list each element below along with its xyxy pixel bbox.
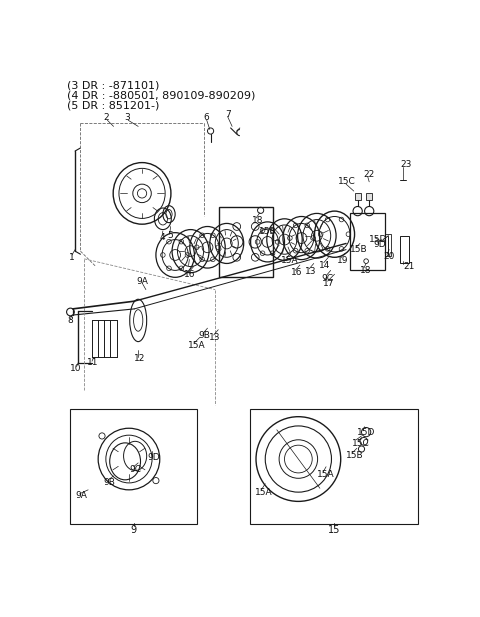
Text: 12: 12 bbox=[134, 354, 146, 363]
Text: 9D: 9D bbox=[374, 241, 386, 249]
Text: 7: 7 bbox=[225, 110, 231, 118]
Text: 18: 18 bbox=[252, 216, 264, 225]
Text: 19: 19 bbox=[337, 256, 348, 265]
Bar bbox=[250, 409, 418, 524]
Text: 11: 11 bbox=[86, 358, 98, 367]
Text: 15D: 15D bbox=[357, 428, 375, 437]
Text: 21: 21 bbox=[404, 262, 415, 271]
Text: (3 DR : -871101): (3 DR : -871101) bbox=[67, 81, 160, 91]
Text: 2: 2 bbox=[104, 114, 109, 122]
Text: 13: 13 bbox=[209, 333, 220, 342]
Text: 16: 16 bbox=[184, 270, 196, 279]
Text: 15A: 15A bbox=[255, 487, 273, 497]
Text: 5: 5 bbox=[168, 231, 173, 240]
Text: 23: 23 bbox=[400, 160, 411, 170]
Text: 15B: 15B bbox=[350, 245, 368, 254]
Bar bbox=[384, 234, 391, 256]
Bar bbox=[219, 207, 273, 276]
Text: 15C: 15C bbox=[338, 177, 356, 186]
Text: 13: 13 bbox=[304, 267, 316, 276]
Text: 15A: 15A bbox=[188, 341, 206, 350]
Text: 9A: 9A bbox=[75, 492, 87, 500]
Text: 9B: 9B bbox=[198, 331, 210, 341]
Text: 6: 6 bbox=[204, 114, 209, 122]
Bar bbox=[400, 236, 409, 263]
Bar bbox=[71, 409, 197, 524]
Text: (4 DR : -880501, 890109-890209): (4 DR : -880501, 890109-890209) bbox=[67, 91, 256, 101]
Text: 15B: 15B bbox=[346, 450, 364, 460]
Text: 9A: 9A bbox=[137, 278, 148, 286]
Text: 17: 17 bbox=[323, 279, 335, 288]
Text: 15B: 15B bbox=[259, 228, 276, 236]
Text: 15D: 15D bbox=[369, 235, 387, 244]
Text: 15C: 15C bbox=[352, 439, 370, 448]
Text: 9D: 9D bbox=[147, 453, 160, 462]
Text: 18: 18 bbox=[360, 266, 372, 275]
Bar bbox=[366, 193, 372, 199]
Text: 15A: 15A bbox=[317, 470, 335, 479]
Text: 9C: 9C bbox=[322, 273, 334, 283]
Text: 8: 8 bbox=[67, 316, 73, 325]
Text: 3: 3 bbox=[124, 114, 130, 122]
Text: 16: 16 bbox=[291, 268, 302, 277]
Bar bbox=[355, 193, 361, 199]
Text: 10: 10 bbox=[71, 363, 82, 373]
Text: 9C: 9C bbox=[129, 465, 141, 474]
Text: 14: 14 bbox=[319, 260, 331, 270]
Bar bbox=[350, 213, 384, 270]
Text: 15: 15 bbox=[327, 525, 340, 535]
Text: 9B: 9B bbox=[104, 478, 115, 487]
Text: 1: 1 bbox=[69, 253, 75, 262]
Text: 15A: 15A bbox=[281, 256, 299, 265]
Text: 20: 20 bbox=[383, 252, 395, 261]
Text: 22: 22 bbox=[364, 170, 375, 179]
Text: (5 DR : 851201-): (5 DR : 851201-) bbox=[67, 101, 160, 110]
Text: 9: 9 bbox=[131, 525, 137, 535]
Text: 4: 4 bbox=[160, 233, 166, 242]
